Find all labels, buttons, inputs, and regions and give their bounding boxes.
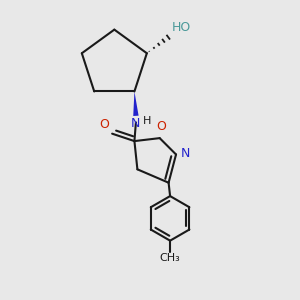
Text: N: N — [131, 117, 141, 130]
Text: CH₃: CH₃ — [160, 253, 181, 263]
Text: O: O — [156, 120, 166, 133]
Text: H: H — [142, 116, 151, 126]
Polygon shape — [133, 92, 139, 116]
Text: HO: HO — [172, 21, 191, 34]
Text: N: N — [181, 147, 190, 161]
Text: O: O — [99, 118, 109, 131]
